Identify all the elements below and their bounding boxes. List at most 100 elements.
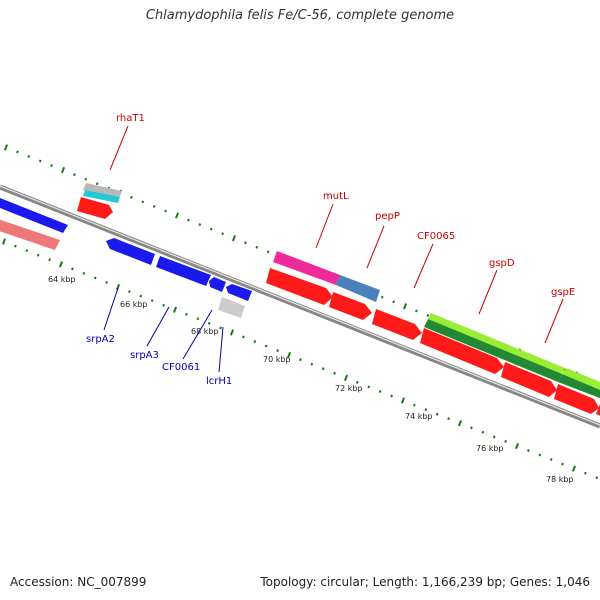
inner-ring-minor-tick (93, 276, 97, 280)
inner-ring-minor-tick (162, 303, 165, 307)
inner-ring-major-tick (172, 306, 178, 313)
gene-label-rhat1[interactable]: rhaT1 (116, 113, 145, 124)
inner-ring-minor-tick (538, 453, 542, 457)
leader-cf0065 (413, 243, 434, 289)
feature-red-3[interactable] (372, 309, 422, 340)
reverse-labels: srpA2 srpA3 CF0061 lcrH1 (86, 287, 232, 387)
outer-ring-minor-tick (266, 250, 270, 254)
gene-label-mutl[interactable]: mutL (323, 191, 349, 202)
inner-ring-minor-tick (242, 335, 245, 339)
outer-ring-minor-tick (380, 295, 384, 299)
inner-ring-minor-tick (367, 385, 371, 389)
inner-ring-minor-tick (196, 317, 200, 321)
inner-ring-minor-tick (378, 389, 382, 393)
outer-ring-minor-tick (164, 209, 167, 213)
inner-ring-minor-tick (82, 271, 86, 275)
gene-label-srpa3[interactable]: srpA3 (130, 350, 159, 361)
feature-blue-left[interactable] (0, 196, 68, 233)
inner-ring-minor-tick (413, 403, 416, 407)
gene-label-lcrh1[interactable]: lcrH1 (206, 376, 232, 387)
feature-cyan-rhat1[interactable] (83, 190, 120, 203)
feature-gray-rhat1[interactable] (83, 183, 122, 198)
leader-gspd (478, 269, 498, 315)
tick-label-70: 70 kbp (263, 355, 291, 364)
inner-ring-minor-tick (492, 435, 496, 439)
feature-red-rhat1[interactable] (77, 197, 113, 219)
feature-red-2[interactable] (329, 292, 372, 320)
inner-ring-minor-tick (36, 253, 40, 257)
feature-blue-srpa3[interactable] (156, 256, 211, 286)
inner-ring-major-tick (58, 261, 64, 268)
inner-ring-minor-tick (299, 358, 302, 362)
feature-blue-cf0061[interactable] (209, 277, 226, 292)
inner-ring-minor-tick (105, 280, 108, 284)
genome-summary: Topology: circular; Length: 1,166,239 bp… (260, 575, 590, 589)
inner-ring-major-tick (571, 465, 577, 472)
inner-ring-minor-tick (71, 267, 74, 271)
outer-ring-minor-tick (16, 150, 19, 154)
outer-ring-minor-tick (50, 164, 53, 168)
tick-label-68: 68 kbp (191, 327, 219, 336)
feature-red-6[interactable] (554, 384, 599, 414)
outer-ring-minor-tick (73, 173, 76, 177)
inner-ring-major-tick (229, 329, 235, 336)
inner-ring-minor-tick (25, 249, 29, 253)
inner-ring-minor-tick (310, 362, 314, 366)
inner-ring-major-tick (343, 374, 349, 381)
forward-labels: rhaT1 mutL pepP CF0065 gspD gspE (109, 113, 575, 344)
feature-gray-lcrh1[interactable] (218, 297, 245, 318)
inner-ring-minor-tick (14, 244, 17, 248)
inner-ring-minor-tick (595, 476, 599, 480)
outer-ring-major-tick (231, 235, 237, 242)
outer-ring-minor-tick (152, 204, 156, 208)
gene-label-cf0061[interactable]: CF0061 (162, 362, 200, 373)
feature-darkgreen-gspe[interactable] (558, 374, 600, 402)
tick-label-group: 64 kbp 66 kbp 68 kbp 70 kbp 72 kbp 74 kb… (48, 275, 574, 484)
feature-blue-srpa2[interactable] (106, 238, 155, 265)
gene-label-cf0065[interactable]: CF0065 (417, 231, 455, 242)
inner-ring-minor-tick (253, 340, 257, 343)
inner-ring-minor-tick (447, 417, 450, 421)
feature-steel-pepp[interactable] (336, 275, 380, 302)
inner-ring-minor-tick (185, 312, 188, 316)
leader-pepp (366, 225, 385, 269)
inner-ring-minor-tick (504, 439, 507, 443)
feature-pink-left[interactable] (0, 218, 60, 250)
feature-darkgreen-gspd[interactable] (424, 319, 562, 382)
outer-ring-minor-tick (84, 177, 88, 181)
inner-ring-minor-tick (390, 394, 393, 398)
tick-label-66: 66 kbp (120, 300, 148, 309)
inner-ring-minor-tick (424, 408, 428, 412)
gene-label-pepp[interactable]: pepP (375, 211, 400, 222)
leader-gspe (544, 298, 564, 344)
inner-ring-minor-tick (435, 412, 439, 416)
backbone-highlight (0, 185, 600, 426)
feature-magenta-mutl[interactable] (273, 251, 340, 285)
outer-ring-major-tick (174, 212, 180, 219)
gene-label-srpa2[interactable]: srpA2 (86, 334, 115, 345)
outer-ring-minor-tick (415, 309, 418, 313)
outer-ring-minor-tick (38, 159, 42, 163)
inner-ring-minor-tick (584, 471, 587, 475)
outer-ring-minor-tick (221, 232, 224, 236)
feature-red-4[interactable] (420, 328, 504, 374)
feature-red-5[interactable] (501, 362, 557, 397)
inner-ring-minor-tick (128, 290, 131, 294)
feature-blue-lcrh1[interactable] (226, 284, 252, 301)
tick-label-78: 78 kbp (546, 475, 574, 484)
outer-ring-major-tick (60, 166, 66, 174)
feature-lime-gspd[interactable] (428, 313, 565, 374)
outer-ring-minor-tick (187, 218, 190, 222)
gene-label-gspd[interactable]: gspD (489, 258, 515, 269)
feature-red-1[interactable] (266, 268, 333, 305)
outer-ring-minor-tick (426, 313, 430, 317)
inner-ring-minor-tick (527, 449, 530, 452)
leader-rhat1 (109, 125, 129, 171)
tick-label-74: 74 kbp (405, 412, 433, 421)
feature-lime-gspe[interactable] (562, 368, 600, 394)
backbone-line (0, 184, 600, 429)
inner-ring-minor-tick (561, 462, 564, 466)
gene-label-gspe[interactable]: gspE (551, 287, 575, 298)
feature-red-7[interactable] (596, 404, 600, 420)
